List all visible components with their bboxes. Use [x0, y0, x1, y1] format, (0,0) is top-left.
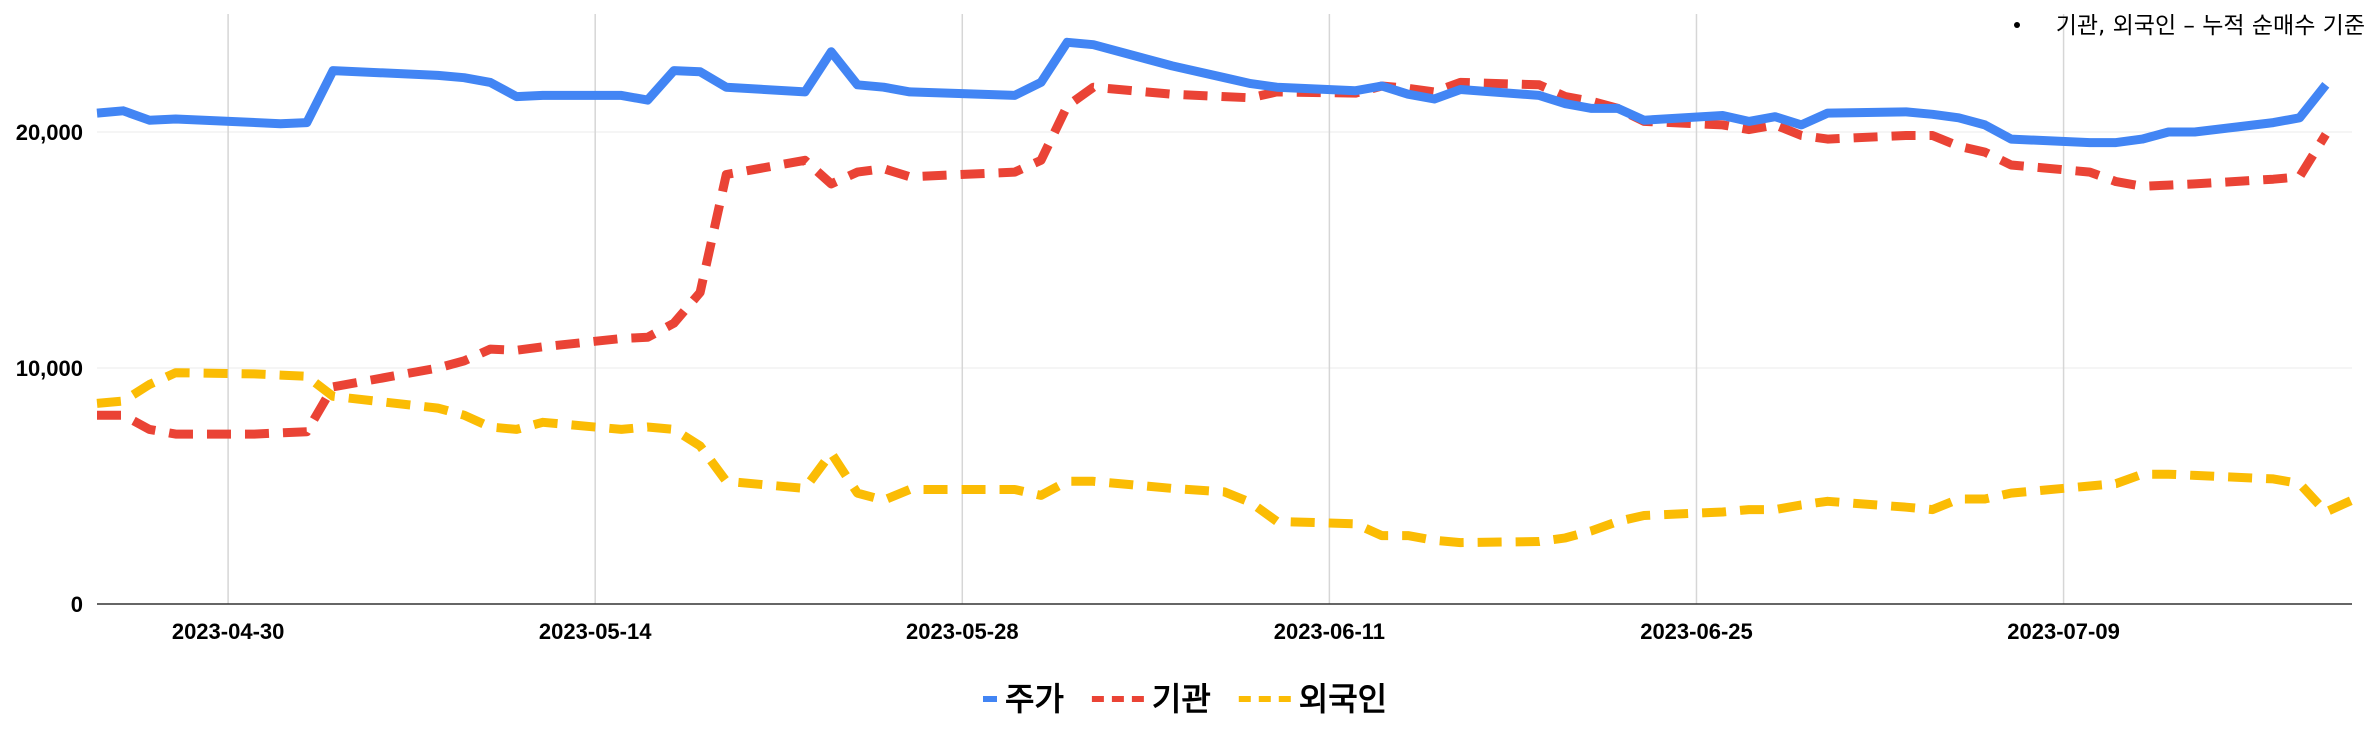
y-tick-label: 20,000 — [16, 120, 83, 145]
x-tick-label: 2023-07-09 — [2007, 619, 2120, 644]
chart-note: 기관, 외국인 – 누적 순매수 기준 — [2013, 6, 2365, 40]
x-tick-label: 2023-05-14 — [539, 619, 652, 644]
legend: 주가 기관 외국인 — [983, 681, 1387, 717]
legend-label: 외국인 — [1299, 681, 1387, 717]
series-line-2 — [97, 77, 2330, 439]
axis-layer: 0 10,000 20,000 2023-04-30 2023-05-14 2023-05… — [16, 120, 2352, 644]
legend-label: 주가 — [1005, 681, 1064, 717]
series-layer — [96, 37, 2354, 548]
x-tick-label: 2023-06-25 — [1640, 619, 1753, 644]
x-tick-label: 2023-06-11 — [1274, 619, 1385, 644]
y-tick-label: 0 — [71, 592, 83, 617]
grid-layer — [97, 14, 2352, 604]
legend-item-2: 기관 — [1091, 681, 1211, 717]
series-line-3 — [96, 368, 2354, 548]
legend-label: 기관 — [1152, 681, 1211, 717]
chart-note-text: 기관, 외국인 – 누적 순매수 기준 — [2055, 13, 2365, 39]
x-tick-label: 2023-04-30 — [172, 619, 285, 644]
legend-item-1: 주가 — [983, 681, 1064, 717]
bullet-icon — [2013, 21, 2020, 28]
series-line-1 — [96, 37, 2330, 148]
legend-item-3: 외국인 — [1238, 681, 1387, 717]
y-tick-label: 10,000 — [16, 356, 83, 381]
x-tick-label: 2023-05-28 — [906, 619, 1019, 644]
